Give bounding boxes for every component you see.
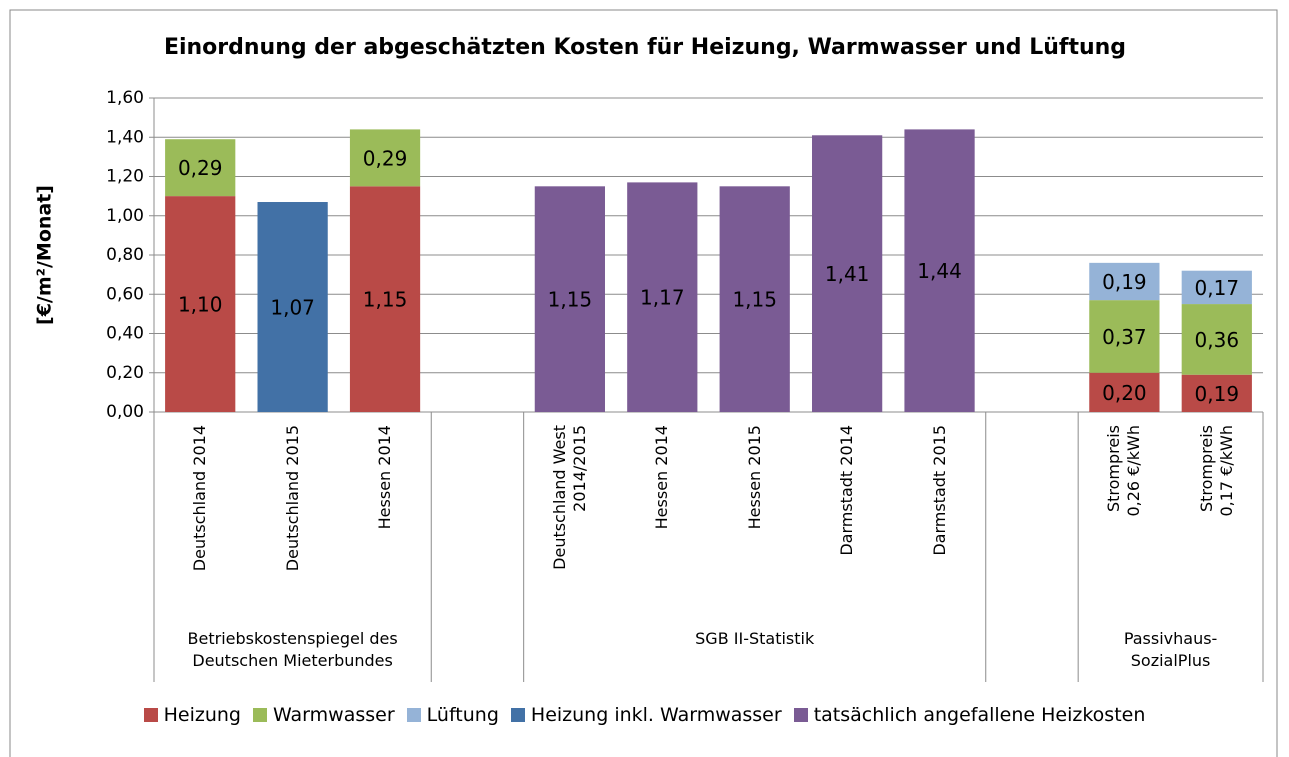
group-label: Betriebskostenspiegel des Deutschen Miet… xyxy=(187,629,398,670)
bar-segment xyxy=(1089,300,1160,373)
bar-segment xyxy=(812,135,883,412)
x-tick-label: Hessen 2014 xyxy=(375,425,395,530)
data-label: 0,37 xyxy=(1102,325,1147,349)
data-label: 1,15 xyxy=(363,288,408,312)
y-tick-label: 0,60 xyxy=(106,284,144,304)
chart-title: Einordnung der abgeschätzten Kosten für … xyxy=(164,35,1126,60)
x-tick-label: Strompreis 0,17 €/kWh xyxy=(1196,425,1236,517)
data-label: 1,10 xyxy=(178,293,223,317)
bar-segment xyxy=(1181,304,1252,375)
bar-segment xyxy=(349,186,421,412)
legend: Heizung Warmwasser Lüftung Heizung inkl. Wa… xyxy=(0,704,1289,726)
data-label: 0,29 xyxy=(363,146,408,170)
legend-item: Heizung xyxy=(143,704,241,726)
chart-border xyxy=(9,9,1278,757)
y-tick-label: 1,40 xyxy=(106,127,144,147)
data-label: 0,19 xyxy=(1102,270,1147,294)
data-label: 0,20 xyxy=(1102,381,1147,405)
y-tick-label: 0,00 xyxy=(106,402,144,422)
y-tick-label: 1,00 xyxy=(106,206,144,226)
legend-item: Lüftung xyxy=(406,704,499,726)
y-tick-label: 1,60 xyxy=(106,88,144,108)
legend-swatch xyxy=(143,708,158,722)
data-label: 1,07 xyxy=(270,296,315,320)
y-tick-label: 1,20 xyxy=(106,167,144,187)
data-label: 1,17 xyxy=(640,286,685,310)
x-tick-label: Hessen 2015 xyxy=(744,425,764,530)
legend-swatch xyxy=(406,708,421,722)
x-tick-label: Strompreis 0,26 €/kWh xyxy=(1104,425,1144,517)
legend-label: Warmwasser xyxy=(272,704,395,726)
bar-segment xyxy=(1089,262,1160,301)
legend-item: Warmwasser xyxy=(252,704,395,726)
bar-segment xyxy=(1089,372,1160,412)
bar-segment xyxy=(349,129,421,187)
data-label: 0,36 xyxy=(1195,328,1240,352)
bar-segment xyxy=(534,186,605,412)
y-tick-label: 0,40 xyxy=(106,324,144,344)
y-tick-label: 0,80 xyxy=(106,245,144,265)
x-tick-label: Deutschland 2014 xyxy=(190,425,210,572)
x-tick-label: Darmstadt 2014 xyxy=(837,425,857,556)
y-tick-label: 0,20 xyxy=(106,363,144,383)
legend-label: Heizung xyxy=(163,704,241,726)
data-label: 0,17 xyxy=(1195,276,1240,300)
legend-item: Heizung inkl. Warmwasser xyxy=(510,704,782,726)
bar-segment xyxy=(904,129,975,412)
bar-segment xyxy=(719,186,790,412)
y-axis-label: [€/m²/Monat] xyxy=(34,185,56,325)
bar-segment xyxy=(627,182,698,412)
legend-swatch xyxy=(510,708,525,722)
group-label: Passivhaus- SozialPlus xyxy=(1123,629,1218,670)
bar-segment xyxy=(165,196,236,412)
data-label: 1,15 xyxy=(732,288,777,312)
data-label: 1,15 xyxy=(548,288,593,312)
legend-item: tatsächlich angefallene Heizkosten xyxy=(793,704,1146,726)
legend-label: Heizung inkl. Warmwasser xyxy=(530,704,782,726)
bar-segment xyxy=(1181,374,1252,412)
legend-swatch xyxy=(793,708,808,722)
bar-segment xyxy=(257,202,328,412)
x-tick-label: Darmstadt 2015 xyxy=(929,425,949,556)
legend-label: tatsächlich angefallene Heizkosten xyxy=(813,704,1146,726)
legend-swatch xyxy=(252,708,267,722)
data-label: 1,44 xyxy=(917,259,962,283)
data-label: 0,19 xyxy=(1195,382,1240,406)
x-tick-label: Deutschland 2015 xyxy=(282,425,302,572)
data-label: 0,29 xyxy=(178,156,223,180)
group-label: SGB II-Statistik xyxy=(695,629,815,648)
legend-label: Lüftung xyxy=(426,704,499,726)
data-label: 1,41 xyxy=(825,262,870,286)
bar-segment xyxy=(165,139,236,197)
x-tick-label: Deutschland West 2014/2015 xyxy=(549,425,589,570)
bar-segment xyxy=(1181,270,1252,305)
x-tick-label: Hessen 2014 xyxy=(652,425,672,530)
